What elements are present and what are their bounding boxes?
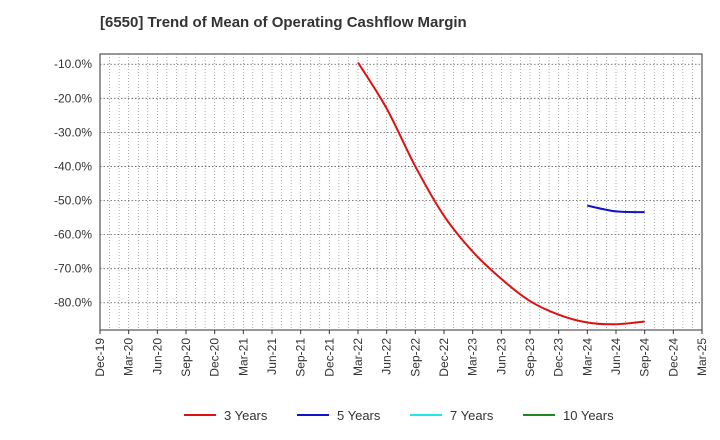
series-lines [357,61,645,326]
grid-lines [100,54,702,330]
series-line-5-years [587,204,645,214]
y-tick-label: -10.0% [54,57,92,71]
x-tick-label: Mar-20 [122,338,136,376]
chart-title: [6550] Trend of Mean of Operating Cashfl… [100,14,467,31]
x-tick-label: Sep-23 [523,338,537,377]
x-tick-label: Dec-24 [666,338,680,377]
plot-area [99,53,703,331]
y-tick-label: -60.0% [54,228,92,242]
x-tick-label: Dec-22 [437,338,451,377]
y-tick-label: -40.0% [54,159,92,173]
x-tick-label: Mar-23 [466,338,480,376]
x-tick-label: Mar-25 [695,338,709,376]
x-tick-label: Mar-24 [580,338,594,376]
y-tick-label: -20.0% [54,91,92,105]
x-tick-label: Dec-23 [552,338,566,377]
x-tick-label: Jun-23 [494,338,508,375]
x-tick-label: Sep-22 [408,338,422,377]
y-axis-ticks: -10.0% -20.0% -30.0% -40.0% -50.0% -60.0% -70.… [54,57,92,310]
y-tick-label: -30.0% [54,125,92,139]
x-tick-label: Jun-22 [380,338,394,375]
legend-label-5-years: 5 Years [337,408,381,423]
x-tick-label: Jun-21 [265,338,279,375]
x-tick-label: Dec-20 [208,338,222,377]
x-tick-label: Dec-21 [322,338,336,377]
x-tick-label: Mar-22 [351,338,365,376]
x-tick-label: Jun-24 [609,338,623,375]
x-tick-label: Dec-19 [93,338,107,377]
x-axis-ticks: Dec-19 Mar-20 Jun-20 Sep-20 Dec-20 Mar-21 Jun-… [93,330,709,377]
legend-label-3-years: 3 Years [224,408,268,423]
legend-label-10-years: 10 Years [563,408,614,423]
x-tick-label: Sep-24 [638,338,652,377]
x-tick-label: Jun-20 [150,338,164,375]
y-tick-label: -80.0% [54,296,92,310]
x-tick-label: Sep-21 [294,338,308,377]
legend-label-7-years: 7 Years [450,408,494,423]
legend: 3 Years 5 Years 7 Years 10 Years [184,408,614,423]
y-tick-label: -70.0% [54,262,92,276]
y-tick-label: -50.0% [54,194,92,208]
x-tick-label: Mar-21 [236,338,250,376]
series-line-3-years [357,61,645,326]
x-tick-label: Sep-20 [179,338,193,377]
